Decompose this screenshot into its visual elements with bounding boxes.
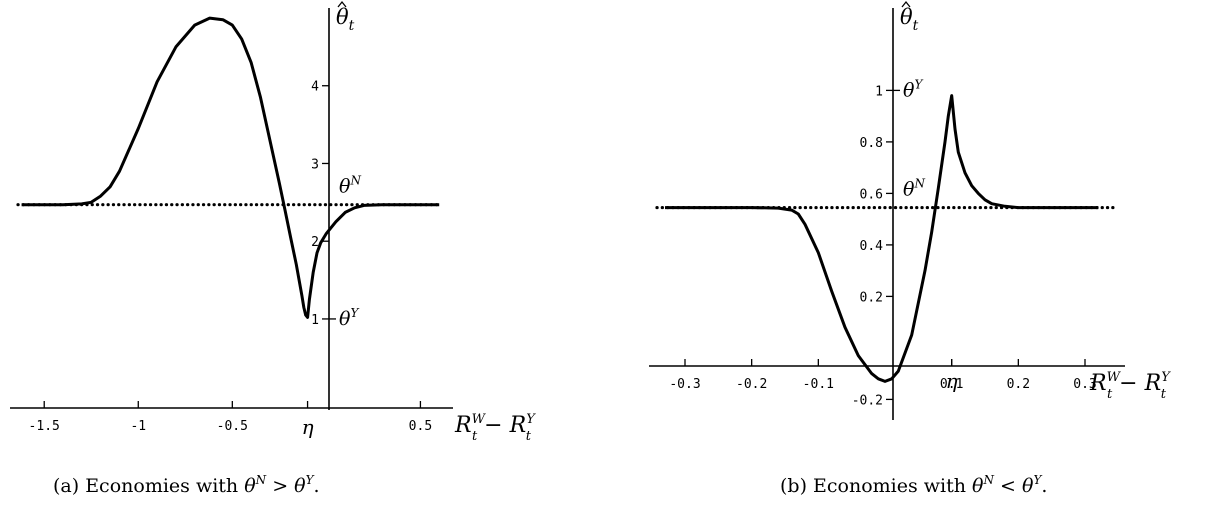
x-tick-label: 0.5 [409,419,432,434]
x-label-r1: R [1089,371,1107,396]
theta-n-symbol: θ [903,179,915,201]
y-label-hat [337,0,347,8]
x-tick-label: -0.3 [669,377,700,392]
x-tick-label: -0.2 [736,377,767,392]
eta-label: η [302,415,314,439]
caption-sup-2: Y [306,473,315,487]
theta-y-label: θY [903,77,923,101]
theta-n-label: θN [339,174,361,198]
x-axis-label: RW t − RY t [454,412,536,444]
theta-y-superscript: Y [914,77,923,91]
y-label-symbol: θ [336,5,349,29]
theta-n-label: θN [903,177,925,201]
x-label-sub1: t [1107,387,1113,402]
x-tick-label: 0.3 [1073,377,1096,392]
x-label-sub1: t [472,429,478,444]
y-tick-label: 1 [311,313,319,328]
caption-sup-2: Y [1033,473,1042,487]
y-tick-label: 0.8 [860,136,883,151]
y-tick-label: 0.2 [860,290,883,305]
theta-y-symbol: θ [339,308,351,330]
caption-theta-1: θ [972,475,984,497]
y-tick-label: 0.4 [860,239,884,254]
x-label-minus: − [477,413,509,438]
caption-sup-1: N [983,473,995,487]
x-tick-label: -0.1 [803,377,834,392]
caption-relation: < [994,475,1022,497]
theta-n-superscript: N [349,174,361,188]
x-label-minus: − [1112,371,1144,396]
x-label-sup2: Y [1161,370,1171,385]
x-tick-label: -1.5 [29,419,60,434]
caption-sup-1: N [255,473,267,487]
x-label-sub2: t [526,429,532,444]
y-tick-label: 1 [875,84,883,99]
x-label-sub2: t [1161,387,1167,402]
theta-n-symbol: θ [339,176,351,198]
y-tick-label: 3 [311,157,319,172]
x-label-r1: R [454,413,472,438]
caption-relation: > [266,475,294,497]
caption-text: (a) Economies with [53,475,244,497]
caption-period: . [1041,475,1047,497]
caption-theta-1: θ [244,475,256,497]
y-tick-label: 0.6 [860,187,883,202]
y-tick-label: -0.2 [852,393,883,408]
x-label-r2: R [509,413,527,438]
x-tick-label: -1 [130,419,146,434]
y-axis-label: θt [900,5,919,34]
caption-theta-2: θ [1022,475,1034,497]
theta-y-superscript: Y [350,306,359,320]
caption: (b) Economies with θN < θY. [780,473,1047,497]
caption-period: . [314,475,320,497]
x-label-sup1: W [472,412,487,427]
y-label-subscript: t [913,18,919,34]
caption: (a) Economies with θN > θY. [53,473,320,497]
y-label-subscript: t [349,18,355,34]
y-label-symbol: θ [900,5,913,29]
chart-panel-b: -0.3 -0.2 -0.1 0.1 0.2 0.3 η -0.2 0.2 0.4 0.6 0.8 1 θ… [649,0,1171,497]
y-axis-label: θt [336,5,355,34]
y-tick-label: 4 [311,80,319,95]
y-tick-label: 2 [311,235,319,250]
caption-text: (b) Economies with [780,475,972,497]
theta-hat-curve [21,16,440,319]
x-axis-label: RW t − RY t [1089,370,1171,402]
x-tick-label: -0.5 [217,419,248,434]
theta-y-label: θY [339,306,359,330]
theta-hat-curve [665,94,1099,383]
eta-label: η [946,369,958,393]
x-label-sup1: W [1107,370,1122,385]
x-tick-label: 0.1 [940,377,963,392]
x-label-r2: R [1144,371,1162,396]
x-tick-label: 0.2 [1007,377,1030,392]
caption-theta-2: θ [294,475,306,497]
x-label-sup2: Y [526,412,536,427]
theta-y-symbol: θ [903,79,915,101]
theta-n-superscript: N [913,177,925,191]
y-label-hat [901,0,911,8]
